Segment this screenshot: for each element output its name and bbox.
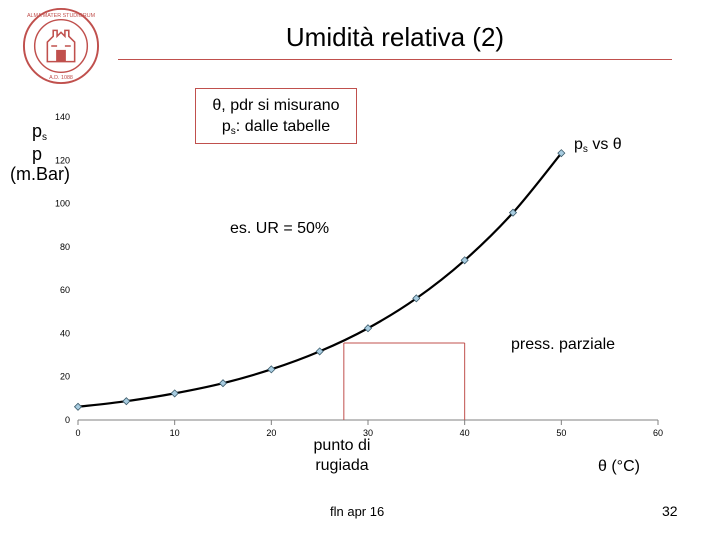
x-tick-label-50: 50 xyxy=(556,428,566,438)
data-point-0 xyxy=(73,402,83,411)
data-point-15 xyxy=(218,379,228,388)
x-tick-label-10: 10 xyxy=(170,428,180,438)
y-tick-label-140: 140 xyxy=(55,112,70,122)
page-number: 32 xyxy=(662,503,678,519)
y-axis-label-ps: ps xyxy=(32,121,48,143)
y-axis-label-unit: (m.Bar) xyxy=(10,164,70,184)
callout-line-2: ps: dalle tabelle xyxy=(221,118,331,137)
y-tick-label-60: 60 xyxy=(60,285,70,295)
guide-lines xyxy=(343,342,466,420)
x-tick-label-40: 40 xyxy=(460,428,470,438)
data-point-30 xyxy=(363,324,373,333)
series-ps-vs-theta xyxy=(73,149,566,411)
y-tick-label-80: 80 xyxy=(60,242,70,252)
y-label-sub: s xyxy=(42,132,48,143)
y-label-p: p xyxy=(32,121,43,141)
footer-text: fln apr 16 xyxy=(330,504,385,519)
y-tick-label-100: 100 xyxy=(55,199,70,209)
x-axis-label: θ (°C) xyxy=(598,458,640,475)
slide-title: Umidità relativa (2) xyxy=(285,22,505,52)
series-line-0 xyxy=(77,152,563,408)
svg-text:A.D. 1088: A.D. 1088 xyxy=(49,75,73,81)
dew-point-label-1: punto di xyxy=(313,437,371,454)
partial-pressure-label: press. parziale xyxy=(511,336,616,353)
x-tick-label-0: 0 xyxy=(75,428,80,438)
data-point-10 xyxy=(170,389,179,398)
y-tick-label-120: 120 xyxy=(55,155,70,165)
data-point-5 xyxy=(122,397,131,406)
dew-point-label-2: rugiada xyxy=(315,457,369,474)
data-point-35 xyxy=(412,294,421,303)
y-tick-label-20: 20 xyxy=(60,372,70,382)
y-tick-label-40: 40 xyxy=(60,328,70,338)
y-tick-label-0: 0 xyxy=(65,415,70,425)
data-point-25 xyxy=(315,347,324,356)
x-tick-label-60: 60 xyxy=(653,428,663,438)
data-point-45 xyxy=(508,208,518,217)
university-seal-logo: ALMA MATER STUDIORUM A.D. 1088 xyxy=(22,7,100,85)
callout-line-1: θ, pdr si misurano xyxy=(212,97,340,114)
svg-text:ALMA MATER STUDIORUM: ALMA MATER STUDIORUM xyxy=(27,13,96,19)
callout-box: θ, pdr si misurano ps: dalle tabelle xyxy=(195,88,357,144)
data-point-20 xyxy=(267,365,276,374)
axes: 0 10 20 30 40 50 60 0 20 40 60 80 100 120 140 xyxy=(55,112,663,438)
y-axis-label-p: p xyxy=(32,144,43,164)
data-point-50 xyxy=(557,149,566,158)
series-label: ps vs θ xyxy=(574,136,622,155)
title-underline xyxy=(118,59,672,60)
data-point-40 xyxy=(460,256,469,265)
x-tick-label-20: 20 xyxy=(266,428,276,438)
x-tick-label-30: 30 xyxy=(363,428,373,438)
example-label: es. UR = 50% xyxy=(230,220,330,237)
